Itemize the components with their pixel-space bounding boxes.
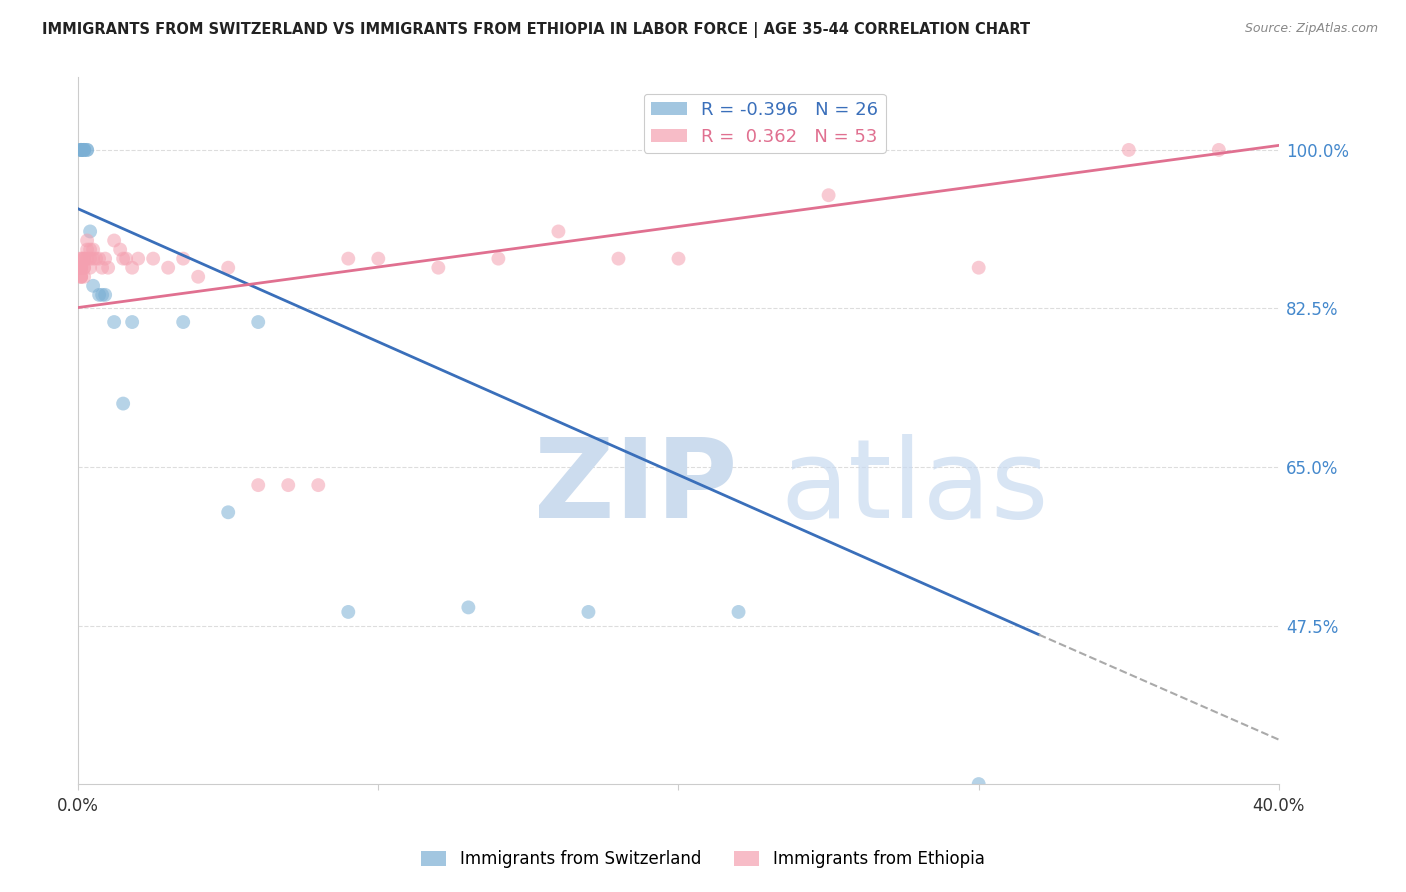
Point — [1118, 143, 1140, 157]
Point — [70, 260, 93, 275]
Point — [277, 478, 299, 492]
Point — [108, 243, 131, 257]
Point — [70, 269, 93, 284]
Point — [76, 143, 98, 157]
Point — [486, 252, 509, 266]
Point — [967, 260, 990, 275]
Point — [668, 252, 690, 266]
Point — [73, 252, 96, 266]
Point — [70, 252, 93, 266]
Point — [70, 269, 93, 284]
Point — [115, 252, 138, 266]
Point — [70, 260, 93, 275]
Point — [73, 260, 96, 275]
Point — [70, 143, 93, 157]
Point — [307, 478, 329, 492]
Point — [70, 269, 93, 284]
Point — [127, 252, 149, 266]
Point — [94, 288, 117, 302]
Text: ZIP: ZIP — [534, 434, 738, 541]
Point — [97, 260, 120, 275]
Point — [82, 243, 104, 257]
Point — [76, 243, 98, 257]
Point — [1208, 143, 1230, 157]
Legend: Immigrants from Switzerland, Immigrants from Ethiopia: Immigrants from Switzerland, Immigrants … — [415, 844, 991, 875]
Point — [727, 605, 749, 619]
Point — [172, 252, 194, 266]
Point — [427, 260, 450, 275]
Point — [817, 188, 839, 202]
Point — [172, 315, 194, 329]
Point — [84, 252, 107, 266]
Point — [578, 605, 600, 619]
Point — [73, 143, 96, 157]
Point — [607, 252, 630, 266]
Point — [103, 315, 125, 329]
Point — [103, 234, 125, 248]
Point — [187, 269, 209, 284]
Point — [217, 260, 239, 275]
Point — [70, 260, 93, 275]
Point — [70, 260, 93, 275]
Point — [89, 252, 111, 266]
Point — [70, 143, 93, 157]
Point — [157, 260, 180, 275]
Point — [367, 252, 389, 266]
Point — [547, 224, 569, 238]
Point — [76, 143, 98, 157]
Point — [76, 234, 98, 248]
Point — [247, 478, 270, 492]
Point — [112, 252, 135, 266]
Text: IMMIGRANTS FROM SWITZERLAND VS IMMIGRANTS FROM ETHIOPIA IN LABOR FORCE | AGE 35-: IMMIGRANTS FROM SWITZERLAND VS IMMIGRANT… — [42, 22, 1031, 38]
Point — [79, 260, 101, 275]
Point — [70, 143, 93, 157]
Point — [967, 777, 990, 791]
Point — [457, 600, 479, 615]
Point — [70, 260, 93, 275]
Point — [73, 269, 96, 284]
Point — [73, 143, 96, 157]
Point — [337, 605, 360, 619]
Point — [82, 278, 104, 293]
Text: atlas: atlas — [780, 434, 1049, 541]
Point — [82, 252, 104, 266]
Point — [121, 315, 143, 329]
Point — [91, 288, 114, 302]
Point — [89, 288, 111, 302]
Point — [94, 252, 117, 266]
Point — [73, 260, 96, 275]
Point — [76, 252, 98, 266]
Point — [73, 252, 96, 266]
Point — [73, 143, 96, 157]
Point — [217, 505, 239, 519]
Point — [337, 252, 360, 266]
Text: Source: ZipAtlas.com: Source: ZipAtlas.com — [1244, 22, 1378, 36]
Point — [79, 252, 101, 266]
Point — [91, 260, 114, 275]
Point — [70, 143, 93, 157]
Point — [79, 243, 101, 257]
Point — [247, 315, 270, 329]
Point — [79, 224, 101, 238]
Legend: R = -0.396   N = 26, R =  0.362   N = 53: R = -0.396 N = 26, R = 0.362 N = 53 — [644, 94, 886, 153]
Point — [70, 252, 93, 266]
Point — [142, 252, 165, 266]
Point — [121, 260, 143, 275]
Point — [70, 143, 93, 157]
Point — [112, 396, 135, 410]
